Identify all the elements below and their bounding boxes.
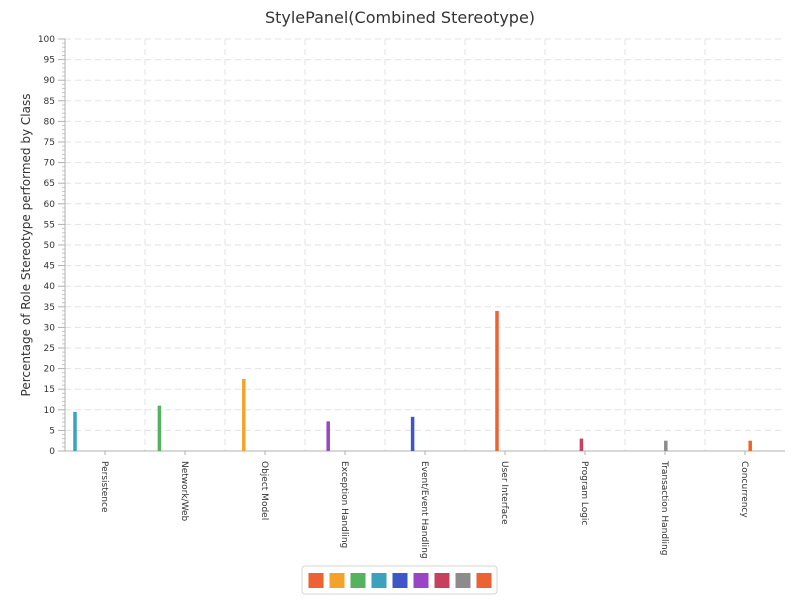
bar [157, 405, 162, 451]
bars [73, 310, 752, 451]
legend-swatch [455, 573, 471, 588]
x-tick-label: Program Logic [579, 461, 589, 525]
bar [495, 310, 499, 451]
legend-swatch [308, 573, 324, 588]
legend-swatch [476, 573, 492, 588]
y-tick-label: 50 [44, 241, 56, 251]
x-ticks: Persistence Network/Web Object Model Except… [99, 460, 749, 559]
y-tick-label: 35 [44, 303, 55, 313]
x-tick-label: Event/Event Handling [419, 461, 429, 559]
bar [242, 378, 246, 451]
x-tick-label: Object Model [259, 461, 269, 520]
y-axis-label: Percentage of Role Stereotype performed … [19, 94, 33, 397]
bar [579, 438, 584, 451]
y-tick-label: 10 [44, 406, 56, 416]
x-tick-label: Persistence [99, 461, 109, 513]
legend-swatch [434, 573, 450, 588]
legend-swatch [392, 573, 408, 588]
y-tick-label: 40 [44, 282, 56, 292]
axes [58, 38, 785, 455]
y-tick-label: 75 [44, 138, 55, 148]
y-tick-label: 55 [44, 220, 55, 230]
bar [326, 421, 330, 451]
y-tick-label: 15 [44, 385, 55, 395]
bar [664, 440, 668, 451]
legend-swatch [329, 573, 345, 588]
y-tick-label: 25 [44, 344, 55, 354]
y-tick-label: 20 [44, 365, 56, 375]
x-tick-label: Transaction Handling [659, 460, 669, 555]
y-ticks: 0 5 10 15 20 25 30 35 40 45 50 55 60 65 70 75 80 85 90 95 10… [38, 35, 55, 457]
y-tick-label: 80 [44, 117, 56, 127]
y-tick-label: 5 [49, 426, 55, 436]
y-tick-label: 70 [44, 159, 56, 169]
y-tick-label: 30 [44, 323, 56, 333]
x-tick-label: Concurrency [739, 461, 749, 518]
grid [65, 38, 785, 451]
y-tick-label: 100 [38, 35, 55, 45]
x-tick-label: User Interface [499, 461, 509, 525]
y-tick-label: 45 [44, 262, 55, 272]
legend-swatch [371, 573, 387, 588]
bar [748, 440, 752, 451]
bar [410, 416, 415, 451]
legend-swatch [350, 573, 366, 588]
y-tick-label: 65 [44, 179, 55, 189]
legend [301, 565, 498, 595]
x-tick-label: Exception Handling [339, 461, 349, 548]
y-tick-label: 0 [49, 447, 55, 457]
legend-swatch [413, 573, 429, 588]
y-tick-label: 90 [44, 76, 56, 86]
y-tick-label: 60 [44, 200, 56, 210]
bar [73, 411, 77, 451]
chart-title: StylePanel(Combined Stereotype) [265, 8, 535, 27]
y-tick-label: 95 [44, 56, 55, 66]
y-tick-label: 85 [44, 97, 55, 107]
x-tick-label: Network/Web [179, 461, 189, 522]
